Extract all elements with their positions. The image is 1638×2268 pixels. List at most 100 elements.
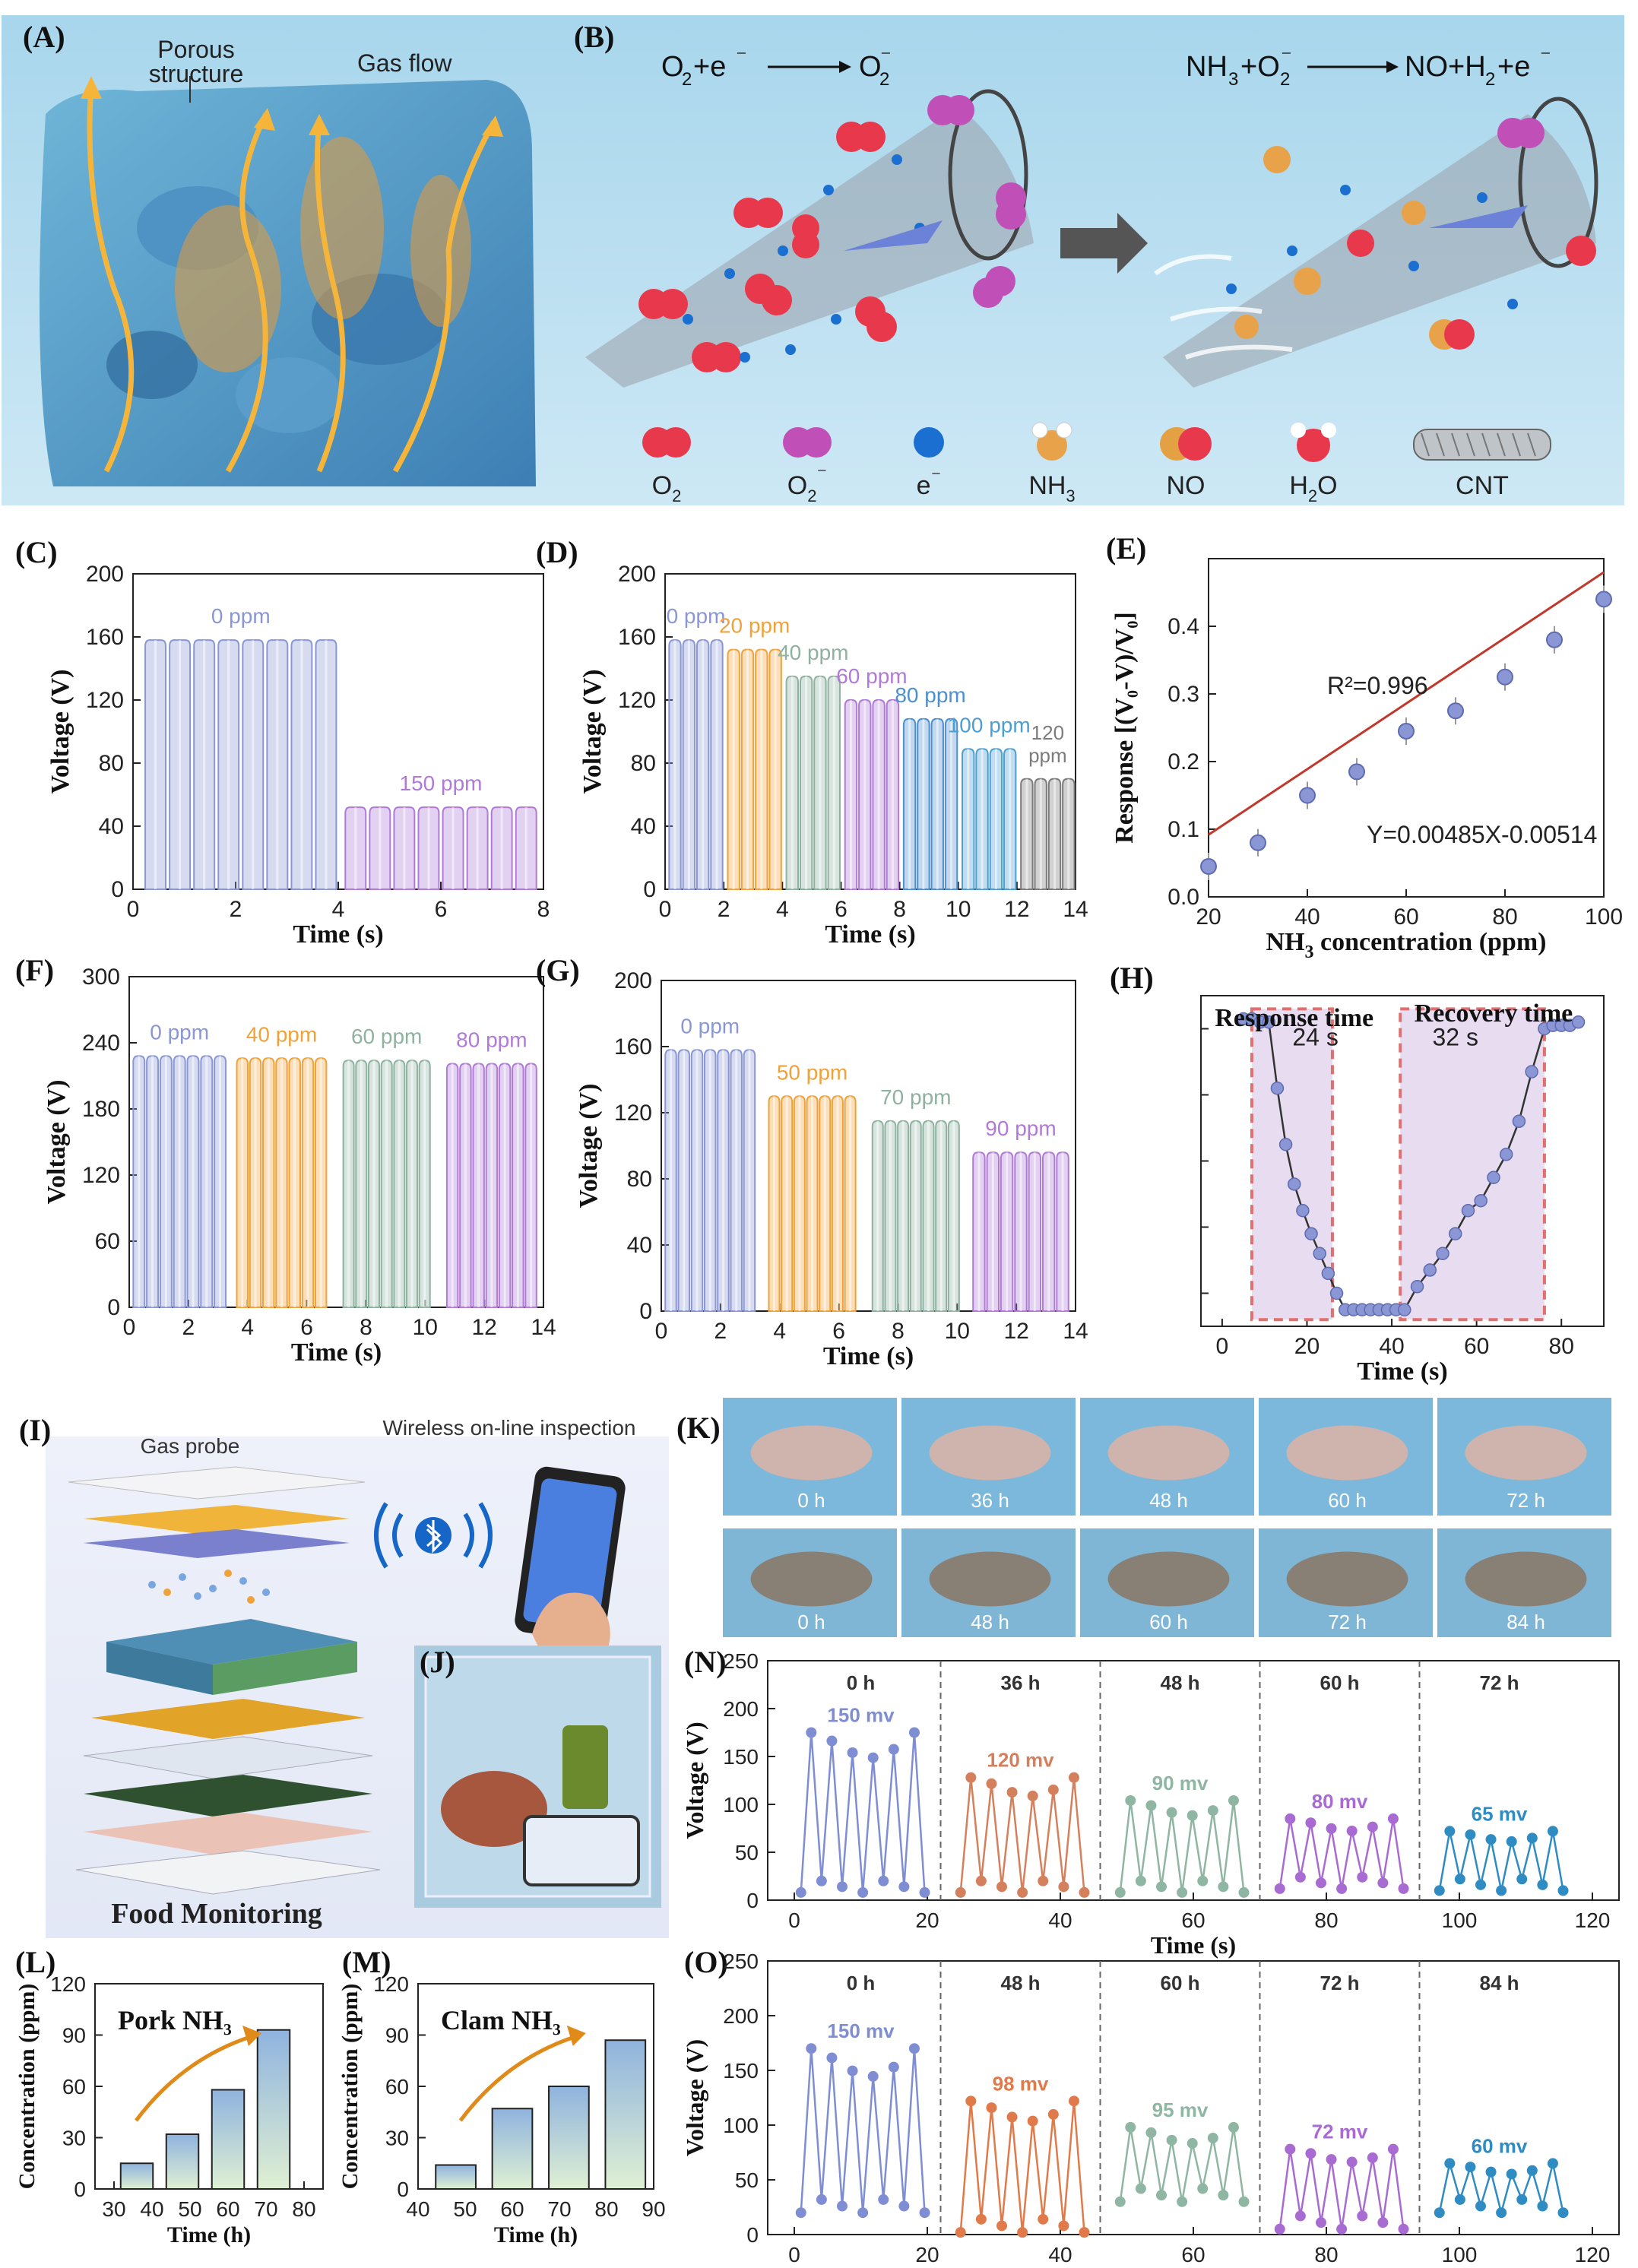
data-point: [1304, 1227, 1318, 1240]
data-point: [1156, 2190, 1167, 2201]
data-point: [1114, 1886, 1126, 1898]
chart-h: (H) 0 20 40 60 80 Time (s) Response time Recover…: [1110, 961, 1605, 1386]
data-point: [1346, 2156, 1358, 2168]
data-point: [1357, 2210, 1368, 2222]
legend-o2: [642, 427, 691, 458]
x-tick-label: 6: [435, 897, 448, 922]
data-point: [816, 1875, 827, 1886]
x-tick-label: 60: [1393, 904, 1418, 930]
segment-line: [959, 2101, 1085, 2233]
data-point: [795, 1886, 806, 1898]
panel-label-o: (O): [684, 1945, 728, 1979]
x-tick-label: 60: [500, 2197, 524, 2221]
data-point: [816, 2194, 827, 2205]
panel-label-f: (F): [15, 953, 54, 987]
series-0-ppm: [144, 639, 337, 890]
data-point: [857, 1886, 869, 1898]
x-axis-label: Time (s): [1151, 1931, 1236, 1959]
data-point: [1547, 2158, 1558, 2169]
segment-line: [800, 2048, 926, 2213]
bar: [491, 2108, 534, 2190]
legend-label-o2-minus: O2⁻: [787, 462, 827, 505]
data-point: [1546, 631, 1563, 648]
x-tick-label: 12: [1003, 1319, 1028, 1344]
x-tick-label: 8: [537, 897, 550, 922]
response-time-label: Response time: [1215, 1004, 1373, 1032]
data-point: [919, 1886, 930, 1898]
data-point: [847, 1747, 858, 1758]
y-tick-label: 40: [627, 1233, 652, 1258]
x-tick-label: 80: [1314, 2243, 1338, 2266]
segment-time-label: 0 h: [847, 1671, 876, 1694]
y-axis-label: Response [(V₀-V)/V₀]: [1110, 612, 1139, 844]
x-tick-label: 50: [178, 2197, 201, 2221]
data-point: [1296, 1204, 1310, 1218]
data-point: [1474, 1193, 1488, 1208]
x-tick-label: 120: [1575, 1908, 1611, 1932]
y-axis-label: Concentration (ppm): [14, 1984, 40, 2190]
sample-time-label: 72 h: [1507, 1489, 1545, 1512]
panel-label-g: (G): [536, 953, 580, 987]
data-point: [1526, 1832, 1538, 1844]
data-point: [1145, 1800, 1157, 1811]
x-axis-label: Time (h): [167, 2222, 251, 2247]
series-40-ppm: [785, 675, 841, 890]
plot-frame: [128, 976, 544, 1308]
x-tick-label: 60: [216, 2197, 239, 2221]
y-tick-label: 180: [82, 1097, 120, 1122]
y-tick-label: 240: [82, 1031, 120, 1056]
y-tick-label: 40: [99, 814, 124, 839]
data-point: [1436, 1246, 1449, 1261]
data-point: [1125, 2121, 1136, 2133]
panel-label-a: (A): [23, 20, 65, 54]
data-point: [1398, 1303, 1411, 1316]
x-tick-label: 40: [140, 2197, 163, 2221]
legend-label-electron: e⁻: [917, 465, 942, 500]
y-tick-label: 250: [723, 1649, 759, 1673]
data-point: [1448, 1227, 1462, 1240]
data-point: [1017, 1886, 1028, 1898]
legend-h2o: [1291, 423, 1336, 462]
svg-text:2: 2: [1280, 69, 1290, 90]
data-point: [919, 2207, 930, 2219]
segment-value-label: 95 mv: [1152, 2099, 1209, 2121]
x-tick-label: 0: [788, 1908, 800, 1932]
process-arrow: [1060, 213, 1148, 274]
svg-text:⁻: ⁻: [736, 45, 747, 68]
y-tick-label: 0: [643, 877, 656, 902]
trend-arrow: [135, 2035, 251, 2122]
y-tick-label: 300: [82, 965, 120, 990]
data-point: [1177, 1886, 1188, 1898]
data-point: [1274, 1883, 1285, 1894]
y-tick-label: 200: [618, 562, 656, 587]
data-point: [1285, 2143, 1296, 2155]
chart-n: (N) 0 20 40 60 80 100 120 0 50 100 150 200 250 Time (s…: [681, 1645, 1620, 1959]
data-point: [1357, 1871, 1368, 1883]
x-tick-label: 0: [659, 897, 672, 922]
series-label: 40 ppm: [246, 1022, 317, 1046]
sample-time-label: 0 h: [797, 1611, 825, 1633]
x-tick-label: 0: [788, 2243, 800, 2266]
y-tick-label: 90: [385, 2024, 409, 2048]
legend-label-h2o: H2O: [1289, 471, 1337, 505]
panel-label-n: (N): [684, 1645, 727, 1679]
data-point: [1516, 1874, 1528, 1885]
segment-time-label: 60 h: [1320, 1671, 1359, 1694]
segment-value-label: 120 mv: [987, 1749, 1054, 1772]
data-point: [1506, 1836, 1517, 1847]
x-axis-label: Time (s): [293, 920, 383, 949]
chart-f: (F) 0 2 4 6 8 10 12 14 0 60 120 180 240 300 Time (s) Vol…: [15, 953, 556, 1367]
y-tick-label: 0: [746, 1889, 759, 1912]
series-label: 120: [1031, 721, 1064, 744]
series-20-ppm: [727, 648, 782, 890]
chart-g: (G) 0 2 4 6 8 10 12 14 0 40 80 120 160 200 Time (s) Volt…: [536, 953, 1088, 1370]
series-label: 0 ppm: [150, 1020, 209, 1044]
data-point: [1512, 1114, 1526, 1129]
data-point: [1348, 763, 1365, 781]
sensor-layer-stack: [68, 1466, 381, 1895]
data-point: [1038, 1875, 1049, 1886]
x-tick-label: 10: [946, 897, 971, 922]
data-point: [1068, 2095, 1079, 2107]
food-sample: [750, 1551, 873, 1607]
data-point: [1305, 2148, 1316, 2159]
